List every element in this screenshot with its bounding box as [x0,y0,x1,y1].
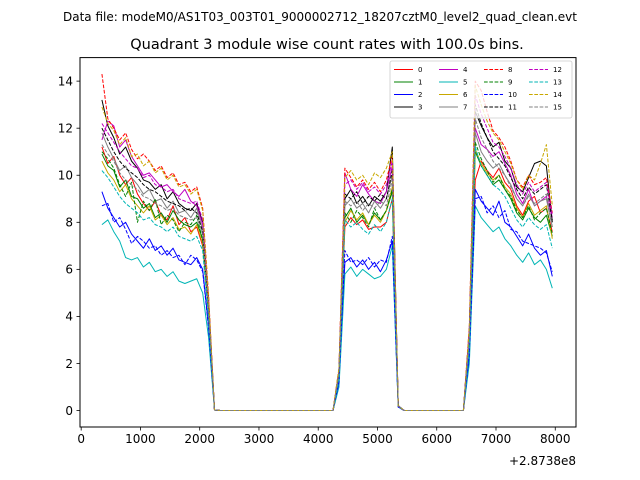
series-line-10 [101,195,553,412]
axes-frame [79,57,577,428]
x-tick-label: 7000 [481,432,512,446]
series-line-14 [101,85,553,412]
series-layer [101,74,553,412]
legend-label-4: 4 [463,66,468,74]
legend-box [389,60,573,119]
series-line-12 [101,94,553,412]
series-line-5 [101,205,553,412]
legend-label-8: 8 [508,66,512,74]
series-line-1 [101,151,553,412]
legend-label-10: 10 [508,91,517,99]
x-tick-label: 3000 [244,432,275,446]
legend-label-13: 13 [553,79,562,87]
legend-label-3: 3 [418,104,422,112]
x-tick-label: 0 [77,432,85,446]
x-tick-label: 4000 [303,432,334,446]
chart-title: Quadrant 3 module wise count rates with … [130,37,524,53]
legend-label-11: 11 [508,104,517,112]
x-tick-label: 5000 [362,432,393,446]
legend-label-1: 1 [418,79,422,87]
series-line-11 [101,104,553,412]
y-tick-label: 0 [65,404,73,418]
series-line-4 [101,120,553,412]
y-tick-label: 10 [58,169,73,183]
y-axis: 0 2 4 6 8 10 12 14 [58,74,80,418]
y-tick-label: 4 [65,310,73,324]
legend-label-2: 2 [418,91,422,99]
series-line-6 [101,148,553,412]
x-tick-label: 2000 [184,432,215,446]
x-tick-label: 6000 [421,432,452,446]
x-axis: 0 1000 2000 3000 4000 5000 6000 7000 8000 [77,427,571,446]
legend-label-7: 7 [463,104,467,112]
legend-label-12: 12 [553,66,562,74]
y-tick-label: 8 [65,216,73,230]
x-axis-offset-label: +2.8738e8 [509,454,576,468]
y-tick-label: 12 [58,121,73,135]
legend-label-5: 5 [463,79,467,87]
y-tick-label: 14 [58,74,73,88]
series-line-15 [101,118,553,412]
x-tick-label: 8000 [540,432,571,446]
y-tick-label: 2 [65,357,73,371]
legend-label-9: 9 [508,79,512,87]
y-tick-label: 6 [65,263,73,277]
series-line-7 [101,132,553,412]
plot-area: 0 1000 2000 3000 4000 5000 6000 7000 8000 0 2 4 6 8 1… [58,57,577,468]
series-line-2 [101,188,553,412]
series-line-9 [101,141,553,412]
legend-label-0: 0 [418,66,422,74]
chart-suptitle: Data file: modeM0/AS1T03_003T01_90000027… [63,10,577,24]
series-line-3 [101,99,553,412]
legend-label-15: 15 [553,104,562,112]
legend-label-6: 6 [463,91,468,99]
legend-label-14: 14 [553,91,562,99]
x-tick-label: 1000 [125,432,156,446]
series-line-13 [101,146,553,412]
